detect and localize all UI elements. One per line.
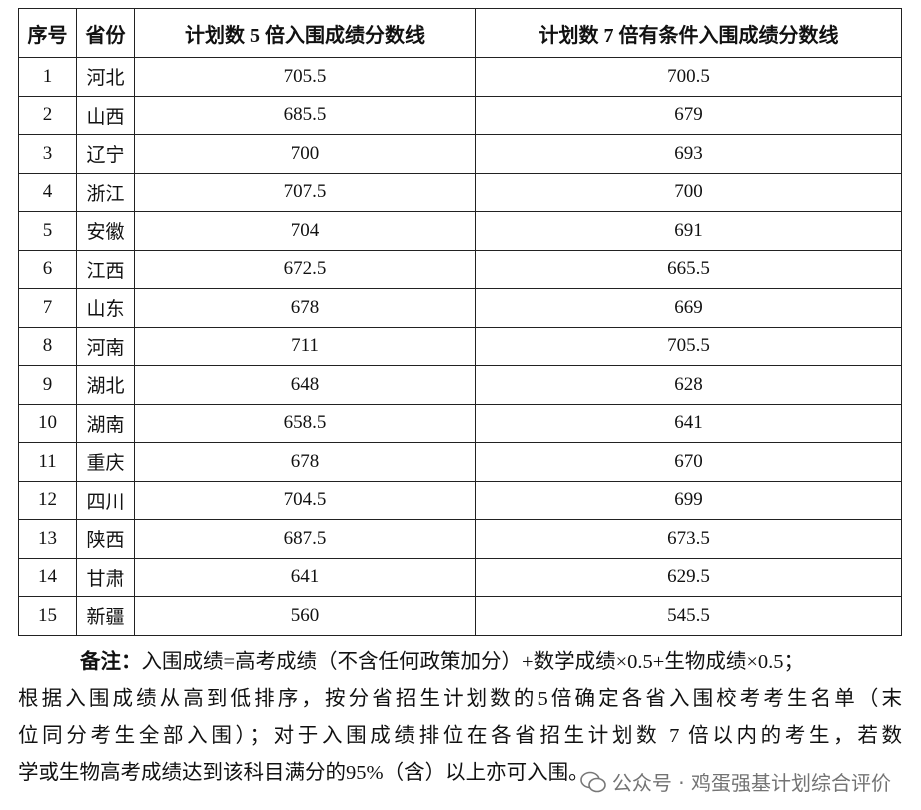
header-cell: 计划数 7 倍有条件入围成绩分数线 [475, 8, 902, 58]
table-cell: 山东 [76, 288, 136, 328]
table-row: 7 山东 678 669 [17, 288, 902, 328]
table-cell: 704 [134, 211, 477, 251]
table-cell: 665.5 [475, 249, 902, 289]
note-text: 位同分考生全部入围）；对于入围成绩排位在各省招生计划数 7 倍以内的考生，若数 [18, 725, 902, 747]
table-cell: 691 [475, 211, 902, 251]
table-cell: 679 [475, 95, 902, 135]
table-cell: 江西 [76, 249, 136, 289]
table-cell: 新疆 [76, 596, 136, 636]
table-cell: 700.5 [475, 57, 902, 97]
table-cell: 山西 [76, 95, 136, 135]
table-cell: 545.5 [475, 596, 902, 636]
table-cell: 560 [134, 596, 477, 636]
table-cell: 2 [17, 95, 78, 135]
table-body: 1 河北 705.5 700.5 2 山西 685.5 679 3 辽宁 700 693 4 浙江 707.… [17, 57, 902, 636]
table-cell: 628 [475, 365, 902, 405]
table-row: 9 湖北 648 628 [17, 365, 902, 405]
table-cell: 8 [17, 326, 78, 366]
note-line: 位同分考生全部入围）；对于入围成绩排位在各省招生计划数 7 倍以内的考生，若数 [18, 718, 902, 755]
table-cell: 5 [17, 211, 78, 251]
table-cell: 河南 [76, 326, 136, 366]
table-cell: 四川 [76, 480, 136, 520]
watermark: 公众号 · 鸡蛋强基计划综合评价 [579, 767, 891, 796]
table-row: 2 山西 685.5 679 [17, 95, 902, 135]
header-cell: 序号 [17, 8, 78, 58]
table-cell: 10 [17, 403, 78, 443]
header-row: 序号 省份 计划数 5 倍入围成绩分数线 计划数 7 倍有条件入围成绩分数线 [17, 8, 902, 58]
table-row: 1 河北 705.5 700.5 [17, 57, 902, 97]
table-cell: 11 [17, 442, 78, 482]
note-label: 备注： [80, 651, 142, 673]
note-text: 根据入围成绩从高到低排序，按分省招生计划数的5倍确定各省入围校考考生名单（末 [18, 688, 902, 710]
wechat-icon [580, 771, 606, 792]
table-cell: 15 [17, 596, 78, 636]
table-row: 12 四川 704.5 699 [17, 480, 902, 520]
note-line: 学或生物高考成绩达到该科目满分的95%（含）以上亦可入围。 [18, 755, 902, 792]
table-row: 8 河南 711 705.5 [17, 326, 902, 366]
note-text: 学或生物高考成绩达到该科目满分的95%（含）以上亦可入围。 [18, 762, 589, 784]
table-row: 13 陕西 687.5 673.5 [17, 519, 902, 559]
table-cell: 3 [17, 134, 78, 174]
table-cell: 陕西 [76, 519, 136, 559]
table-cell: 12 [17, 480, 78, 520]
table-cell: 重庆 [76, 442, 136, 482]
table-row: 3 辽宁 700 693 [17, 134, 902, 174]
table-cell: 1 [17, 57, 78, 97]
table-cell: 湖北 [76, 365, 136, 405]
table-cell: 705.5 [134, 57, 477, 97]
table-cell: 705.5 [475, 326, 902, 366]
note: 备注：入围成绩=高考成绩（不含任何政策加分）+数学成绩×0.5+生物成绩×0.5… [18, 644, 902, 792]
table-cell: 693 [475, 134, 902, 174]
table-cell: 648 [134, 365, 477, 405]
table-row: 10 湖南 658.5 641 [17, 403, 902, 443]
note-line: 根据入围成绩从高到低排序，按分省招生计划数的5倍确定各省入围校考考生名单（末 [18, 681, 902, 718]
table-cell: 678 [134, 288, 477, 328]
table-cell: 711 [134, 326, 477, 366]
table-cell: 700 [134, 134, 477, 174]
table-cell: 9 [17, 365, 78, 405]
table-row: 6 江西 672.5 665.5 [17, 249, 902, 289]
table-row: 14 甘肃 641 629.5 [17, 557, 902, 597]
table-row: 4 浙江 707.5 700 [17, 172, 902, 212]
table-cell: 6 [17, 249, 78, 289]
table-cell: 641 [134, 557, 477, 597]
score-table: 序号 省份 计划数 5 倍入围成绩分数线 计划数 7 倍有条件入围成绩分数线 1 河北 70… [17, 8, 902, 636]
table-cell: 704.5 [134, 480, 477, 520]
table-cell: 安徽 [76, 211, 136, 251]
table-cell: 685.5 [134, 95, 477, 135]
table-cell: 672.5 [134, 249, 477, 289]
table-cell: 670 [475, 442, 902, 482]
table-cell: 669 [475, 288, 902, 328]
table-cell: 湖南 [76, 403, 136, 443]
table-cell: 707.5 [134, 172, 477, 212]
table-cell: 河北 [76, 57, 136, 97]
header-cell: 计划数 5 倍入围成绩分数线 [134, 8, 477, 58]
note-text: 入围成绩=高考成绩（不含任何政策加分）+数学成绩×0.5+生物成绩×0.5； [141, 651, 805, 673]
table-cell: 13 [17, 519, 78, 559]
watermark-text: 公众号 · 鸡蛋强基计划综合评价 [611, 771, 891, 795]
table-cell: 629.5 [475, 557, 902, 597]
table-cell: 678 [134, 442, 477, 482]
header-cell: 省份 [76, 8, 136, 58]
note-line: 备注：入围成绩=高考成绩（不含任何政策加分）+数学成绩×0.5+生物成绩×0.5… [18, 644, 902, 681]
table-row: 15 新疆 560 545.5 [17, 596, 902, 636]
table-row: 11 重庆 678 670 [17, 442, 902, 482]
table-cell: 甘肃 [76, 557, 136, 597]
table-row: 5 安徽 704 691 [17, 211, 902, 251]
table-cell: 700 [475, 172, 902, 212]
table-cell: 687.5 [134, 519, 477, 559]
table-cell: 4 [17, 172, 78, 212]
table-cell: 641 [475, 403, 902, 443]
table-cell: 7 [17, 288, 78, 328]
table-cell: 658.5 [134, 403, 477, 443]
table-cell: 14 [17, 557, 78, 597]
table-cell: 673.5 [475, 519, 902, 559]
table-cell: 辽宁 [76, 134, 136, 174]
table-cell: 699 [475, 480, 902, 520]
table-cell: 浙江 [76, 172, 136, 212]
